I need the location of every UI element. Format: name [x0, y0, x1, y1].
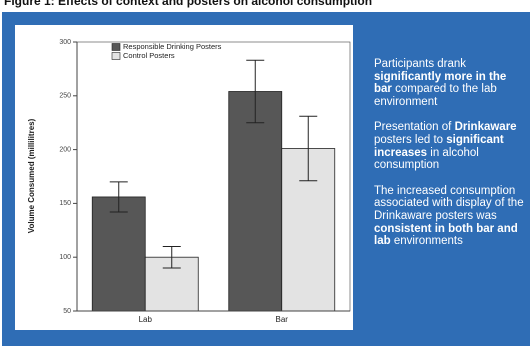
note-emphasis: consistent in both bar and lab [374, 222, 518, 248]
notes: Participants drank significantly more in… [374, 58, 524, 261]
note-emphasis: significantly more in the bar [374, 70, 507, 96]
note-text: in alcohol consumption [374, 146, 479, 172]
y-tick-label: 150 [59, 200, 71, 207]
y-axis-label: Volume Consumed (millilitres) [27, 118, 36, 233]
note: The increased consumption associated wit… [374, 185, 524, 248]
note-emphasis: significant increases [374, 133, 504, 159]
note-text: Presentation of [374, 121, 455, 134]
note-text: posters led to [374, 133, 447, 146]
bar [228, 91, 283, 312]
x-tick-label: Bar [276, 315, 289, 324]
note-emphasis: Drinkaware [454, 121, 517, 134]
legend-label: Responsible Drinking Posters [123, 42, 222, 51]
legend-swatch [111, 52, 121, 60]
note: Participants drank significantly more in… [374, 58, 524, 108]
note-text: environments [390, 235, 463, 248]
bar [91, 196, 146, 312]
legend-label: Control Posters [123, 51, 175, 60]
figure-title: Figure 1: Effects of context and posters… [4, 0, 373, 8]
y-tick-label: 100 [59, 254, 71, 261]
y-tick-label: 200 [59, 146, 71, 153]
note-text: The increased consumption associated wit… [374, 184, 524, 222]
note-text: Participants drank [374, 58, 467, 70]
plot-frame [76, 41, 351, 312]
legend-swatch [111, 43, 121, 51]
note: Presentation of Drinkaware posters led t… [374, 121, 524, 171]
x-tick-label: Lab [139, 315, 153, 324]
note-text: compared to the lab environment [374, 83, 497, 108]
y-tick-label: 300 [59, 39, 71, 46]
y-tick-label: 50 [63, 308, 71, 315]
y-tick-label: 250 [59, 93, 71, 100]
